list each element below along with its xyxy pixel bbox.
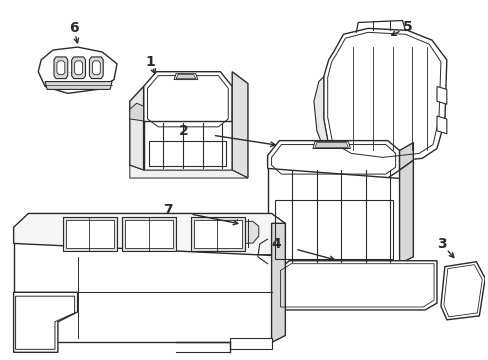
Polygon shape [14,292,78,352]
Polygon shape [222,219,261,247]
Polygon shape [143,72,232,131]
Polygon shape [174,74,197,80]
Polygon shape [63,217,117,251]
Polygon shape [129,86,143,170]
Polygon shape [230,338,271,349]
Text: 2: 2 [179,124,188,138]
Polygon shape [232,72,247,178]
Polygon shape [313,77,333,158]
Polygon shape [72,57,85,78]
Polygon shape [14,213,285,255]
Text: 7: 7 [163,203,173,216]
Polygon shape [267,168,399,264]
Text: 3: 3 [436,237,446,251]
Polygon shape [399,143,412,170]
Polygon shape [267,141,399,178]
Polygon shape [143,121,232,170]
Polygon shape [436,116,446,134]
Polygon shape [323,28,446,162]
Polygon shape [314,143,347,148]
Polygon shape [190,217,244,251]
Polygon shape [399,160,412,264]
Polygon shape [89,57,103,78]
Polygon shape [129,165,247,178]
Polygon shape [440,262,484,320]
Polygon shape [225,221,258,244]
Polygon shape [38,47,117,93]
Polygon shape [124,220,173,248]
Polygon shape [271,223,285,342]
Polygon shape [436,86,446,104]
Polygon shape [66,220,114,248]
Polygon shape [129,103,143,121]
Polygon shape [277,261,436,310]
Polygon shape [122,217,176,251]
Text: 1: 1 [145,55,155,69]
Polygon shape [57,61,65,75]
Polygon shape [92,61,100,75]
Text: 5: 5 [402,21,411,35]
Text: 6: 6 [69,21,79,35]
Polygon shape [312,141,349,148]
Polygon shape [45,82,112,89]
Polygon shape [75,61,82,75]
Text: 4: 4 [271,237,281,251]
Polygon shape [193,220,242,248]
Polygon shape [176,75,195,78]
Polygon shape [54,57,68,78]
Polygon shape [14,243,271,342]
